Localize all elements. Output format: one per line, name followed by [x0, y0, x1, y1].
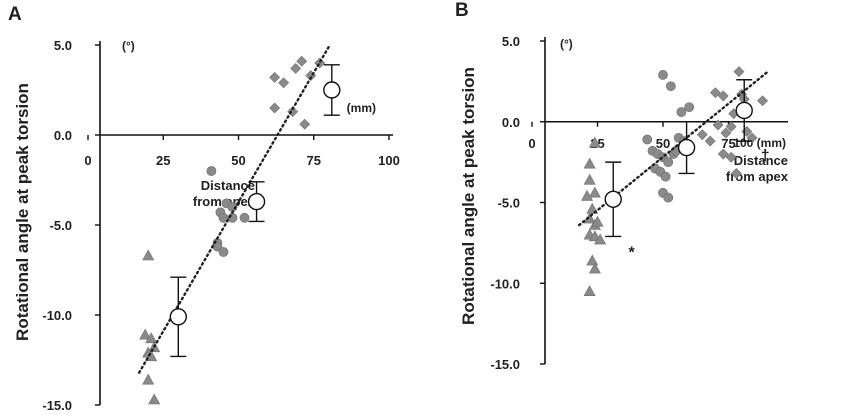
- panel-b-triangle-point: [594, 233, 607, 245]
- panel-a-y-unit: (°): [122, 39, 135, 53]
- panel-a-triangle-point: [142, 373, 155, 385]
- panel-b-circle-point: [660, 171, 671, 182]
- panel-b-diamond-point: [717, 90, 729, 102]
- panel-b-x-tick-label: 0: [528, 136, 535, 151]
- panel-b-circle-point: [676, 107, 687, 117]
- panel-a-diamond-point: [290, 62, 302, 74]
- panel-b-triangle-point: [583, 157, 596, 169]
- panel-b-annotation: †: [761, 148, 770, 165]
- panel-b-circle-point: [665, 81, 676, 92]
- panel-a-mean-point: [323, 81, 341, 99]
- panel-b-circle-point: [663, 192, 674, 203]
- panel-b-diamond-point: [725, 151, 737, 163]
- panel-b-annotation: *: [628, 244, 635, 261]
- panel-a-circle-point: [206, 166, 217, 176]
- panel-b-diamond-point: [712, 119, 724, 131]
- panel-b-y-label: Rotational angle at peak torsion: [459, 67, 478, 325]
- panel-a-triangle-point: [139, 328, 152, 340]
- panel-a-y-tick-label: -5.0: [50, 218, 72, 233]
- panel-a-x-tick-label: 50: [231, 153, 245, 168]
- panel-b-y-tick-label: -10.0: [490, 276, 520, 291]
- panel-a-diamond-point: [278, 77, 290, 89]
- panel-b-y-tick-label: 5.0: [502, 34, 520, 49]
- panel-a-circle-point: [239, 212, 250, 223]
- panel-b-circle-point: [663, 157, 674, 168]
- panel-b-circle-point: [658, 70, 668, 80]
- panel-a-trendline: [137, 45, 330, 374]
- panel-a-triangle-point: [142, 249, 155, 261]
- panel-b-circle-point: [642, 134, 653, 145]
- panel-a-x-unit: (mm): [347, 101, 376, 115]
- panel-a-y-tick-label: 5.0: [54, 38, 72, 53]
- panel-a-x-tick-label: 25: [156, 153, 170, 168]
- panel-b-diamond-point: [717, 148, 729, 160]
- panel-a-triangle-point: [148, 393, 161, 405]
- panel-b-triangle-point: [588, 262, 601, 274]
- panel-b-triangle-point: [583, 285, 596, 297]
- panel-b-x-tick-label: 50: [656, 136, 670, 151]
- panel-b-diamond-point: [720, 127, 732, 139]
- panel-b-mean-point: [735, 101, 753, 120]
- panel-a-letter: A: [8, 4, 22, 25]
- panel-b-diamond-point: [757, 95, 768, 107]
- panel-a-circle-point: [218, 247, 229, 257]
- panel-b-circle-point: [684, 102, 695, 113]
- panel-b-diamond-point: [733, 66, 745, 78]
- panel-b-mean-point: [677, 138, 696, 157]
- panel-b-diamond-point: [709, 87, 721, 99]
- panel-b-y-tick-label: -5.0: [498, 196, 520, 211]
- panel-b-triangle-point: [581, 189, 594, 201]
- panel-b-mean-point: [604, 190, 622, 208]
- panel-b-diamond-point: [704, 135, 716, 147]
- panel-a-diamond-point: [296, 55, 308, 67]
- panel-b-y-unit: (°): [560, 37, 573, 51]
- panel-a-x-tick-label: 0: [84, 153, 91, 168]
- panel-b-triangle-point: [583, 173, 596, 185]
- panel-a-mean-point: [247, 192, 266, 211]
- panel-b-x-unit: 100 (mm): [733, 136, 786, 150]
- panel-b-x-tick-label: 75: [721, 136, 735, 151]
- panel-b-diamond-point: [696, 129, 708, 141]
- panel-a-mean-point: [169, 308, 188, 326]
- panel-a-y-label: Rotational angle at peak torsion: [13, 83, 32, 341]
- panel-a-x-tick-label: 100: [378, 153, 400, 168]
- panel-a-triangle-point: [145, 332, 158, 344]
- panel-b-diamond-point: [725, 121, 737, 133]
- panel-b-y-tick-label: -15.0: [490, 357, 520, 372]
- panel-b-letter: B: [455, 0, 469, 21]
- panel-a-diamond-point: [269, 71, 281, 83]
- panel-b-triangle-point: [586, 254, 599, 266]
- panel-b-diamond-point: [746, 132, 758, 144]
- panel-b-y-tick-label: 0.0: [502, 115, 520, 130]
- panel-b-triangle-point: [588, 186, 601, 198]
- panel-b-diamond-point: [730, 168, 742, 179]
- panel-a-y-tick-label: -10.0: [42, 308, 72, 323]
- panel-a-x-label-line: Distance: [201, 178, 255, 193]
- panel-a-diamond-point: [314, 57, 326, 69]
- panel-b-triangle-point: [588, 136, 601, 148]
- panel-b-triangle-point: [591, 215, 604, 227]
- panel-b-x-label-line: from apex: [726, 169, 789, 184]
- panel-a-diamond-point: [299, 118, 311, 130]
- panel-a-y-tick-label: 0.0: [54, 128, 72, 143]
- panel-a-y-tick-label: -15.0: [42, 398, 72, 410]
- panel-b-x-label-line: Distance: [734, 153, 788, 168]
- panel-a-x-tick-label: 75: [307, 153, 321, 168]
- panel-a-diamond-point: [269, 102, 281, 114]
